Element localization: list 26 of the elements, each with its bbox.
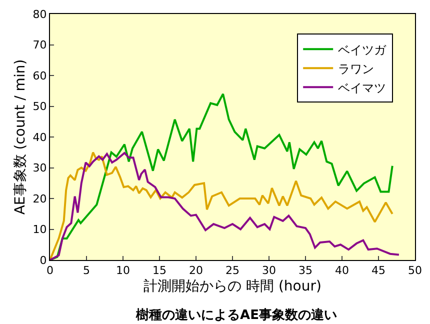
x-tick-label: 35 xyxy=(298,264,312,278)
x-tick-label: 10 xyxy=(116,264,130,278)
x-tick-label: 45 xyxy=(372,264,386,278)
y-tick-label: 50 xyxy=(32,100,47,114)
y-tick-label: 60 xyxy=(32,69,47,82)
x-tick-label: 5 xyxy=(83,264,90,278)
x-tick-label: 50 xyxy=(408,264,422,278)
x-axis-title: 計測開始からの 時間 (hour) xyxy=(144,278,322,294)
x-tick-label: 40 xyxy=(335,264,349,278)
x-tick-label: 30 xyxy=(262,264,276,278)
y-tick-label: 30 xyxy=(32,162,47,175)
y-tick-label: 0 xyxy=(40,254,47,267)
x-tick-label: 15 xyxy=(152,264,166,278)
legend-label: ベイマツ xyxy=(338,80,386,95)
y-tick-label: 40 xyxy=(32,130,47,144)
line-series xyxy=(50,92,394,260)
y-tick-label: 10 xyxy=(32,223,47,236)
y-tick-label: 70 xyxy=(32,38,47,52)
y-axis-title: AE事象数 (count / min) xyxy=(12,59,28,215)
legend-label: ラワン xyxy=(338,62,374,76)
x-tick-label: 25 xyxy=(226,264,240,278)
y-tick-label: 20 xyxy=(32,192,47,206)
y-tick-label: 80 xyxy=(32,8,47,21)
legend-label: ベイツガ xyxy=(338,42,388,57)
text: 樹種の違いによるAE事象数の違い xyxy=(135,307,337,324)
x-tick-label: 20 xyxy=(189,264,203,278)
